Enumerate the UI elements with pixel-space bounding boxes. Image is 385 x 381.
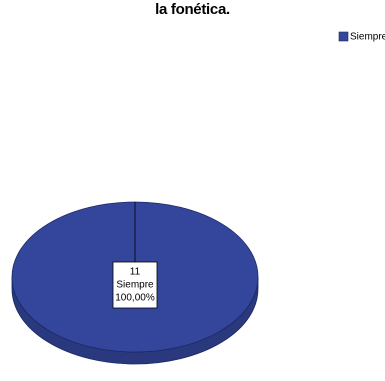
- chart-title: canciones infantiles a mi hijo(a) porque…: [1, 0, 384, 18]
- legend-label: Siempre: [350, 32, 385, 43]
- data-label-category: Siempre: [116, 280, 154, 291]
- data-label-box: [112, 261, 158, 309]
- data-label-value: 11: [130, 267, 141, 278]
- legend-swatch: [338, 31, 349, 42]
- data-label-percent: 100,00%: [115, 293, 155, 304]
